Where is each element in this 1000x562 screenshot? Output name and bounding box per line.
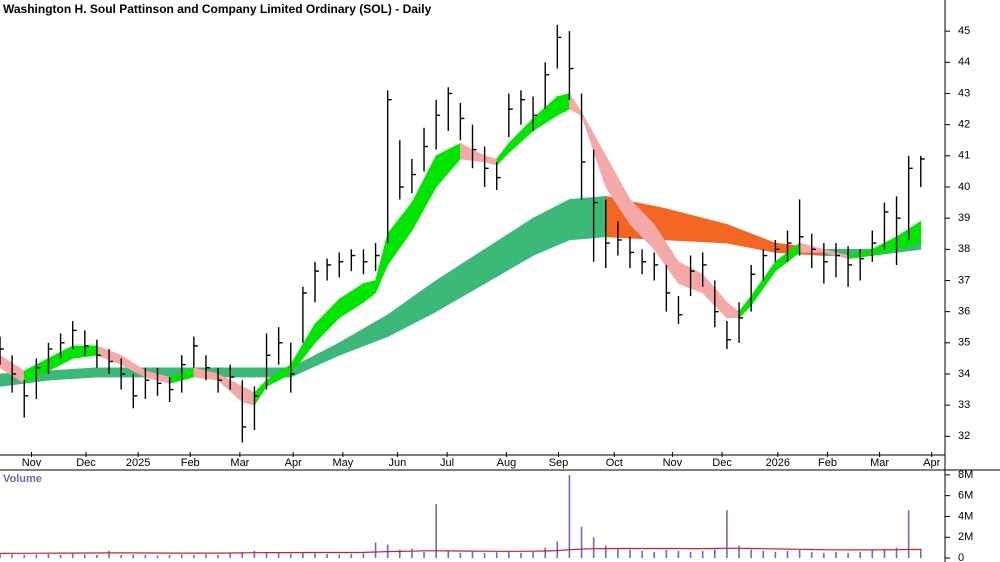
y-tick-label: 41	[958, 150, 970, 162]
y-tick-label: 33	[958, 399, 970, 411]
y-tick-label: 0	[958, 552, 964, 562]
x-tick-label: Sep	[549, 457, 569, 469]
x-tick-label: 2025	[126, 457, 150, 469]
y-tick-label: 36	[958, 306, 970, 318]
y-tick-label: 45	[958, 25, 970, 37]
y-tick-label: 38	[958, 243, 970, 255]
x-tick-label: Feb	[181, 457, 200, 469]
y-tick-label: 32	[958, 430, 970, 442]
x-tick-label: Dec	[712, 457, 732, 469]
y-tick-label: 4M	[958, 510, 973, 522]
y-tick-label: 42	[958, 119, 970, 131]
ribbon-segment	[569, 196, 607, 241]
x-tick-label: Jul	[440, 457, 454, 469]
y-tick-label: 8M	[958, 469, 973, 481]
chart-title: Washington H. Soul Pattinson and Company…	[3, 2, 432, 16]
y-tick-label: 40	[958, 181, 970, 193]
x-tick-label: Aug	[497, 457, 517, 469]
x-tick-label: Mar	[870, 457, 889, 469]
x-tick-label: Dec	[76, 457, 96, 469]
y-tick-label: 2M	[958, 531, 973, 543]
y-tick-label: 37	[958, 274, 970, 286]
x-tick-label: 2026	[766, 457, 790, 469]
y-tick-label: 35	[958, 337, 970, 349]
x-tick-label: Apr	[285, 457, 302, 469]
y-tick-label: 34	[958, 368, 970, 380]
y-tick-label: 39	[958, 212, 970, 224]
x-tick-label: Jun	[389, 457, 407, 469]
volume-title: Volume	[3, 473, 42, 485]
volume-average	[0, 547, 921, 554]
x-tick-label: Feb	[818, 457, 837, 469]
x-tick-label: Oct	[606, 457, 623, 469]
y-tick-label: 6M	[958, 490, 973, 502]
x-tick-label: Apr	[923, 457, 940, 469]
x-tick-label: Mar	[230, 457, 249, 469]
y-tick-label: 44	[958, 56, 970, 68]
y-tick-label: 43	[958, 87, 970, 99]
x-tick-label: May	[332, 457, 353, 469]
x-tick-label: Nov	[22, 457, 42, 469]
x-tick-label: Nov	[663, 457, 683, 469]
